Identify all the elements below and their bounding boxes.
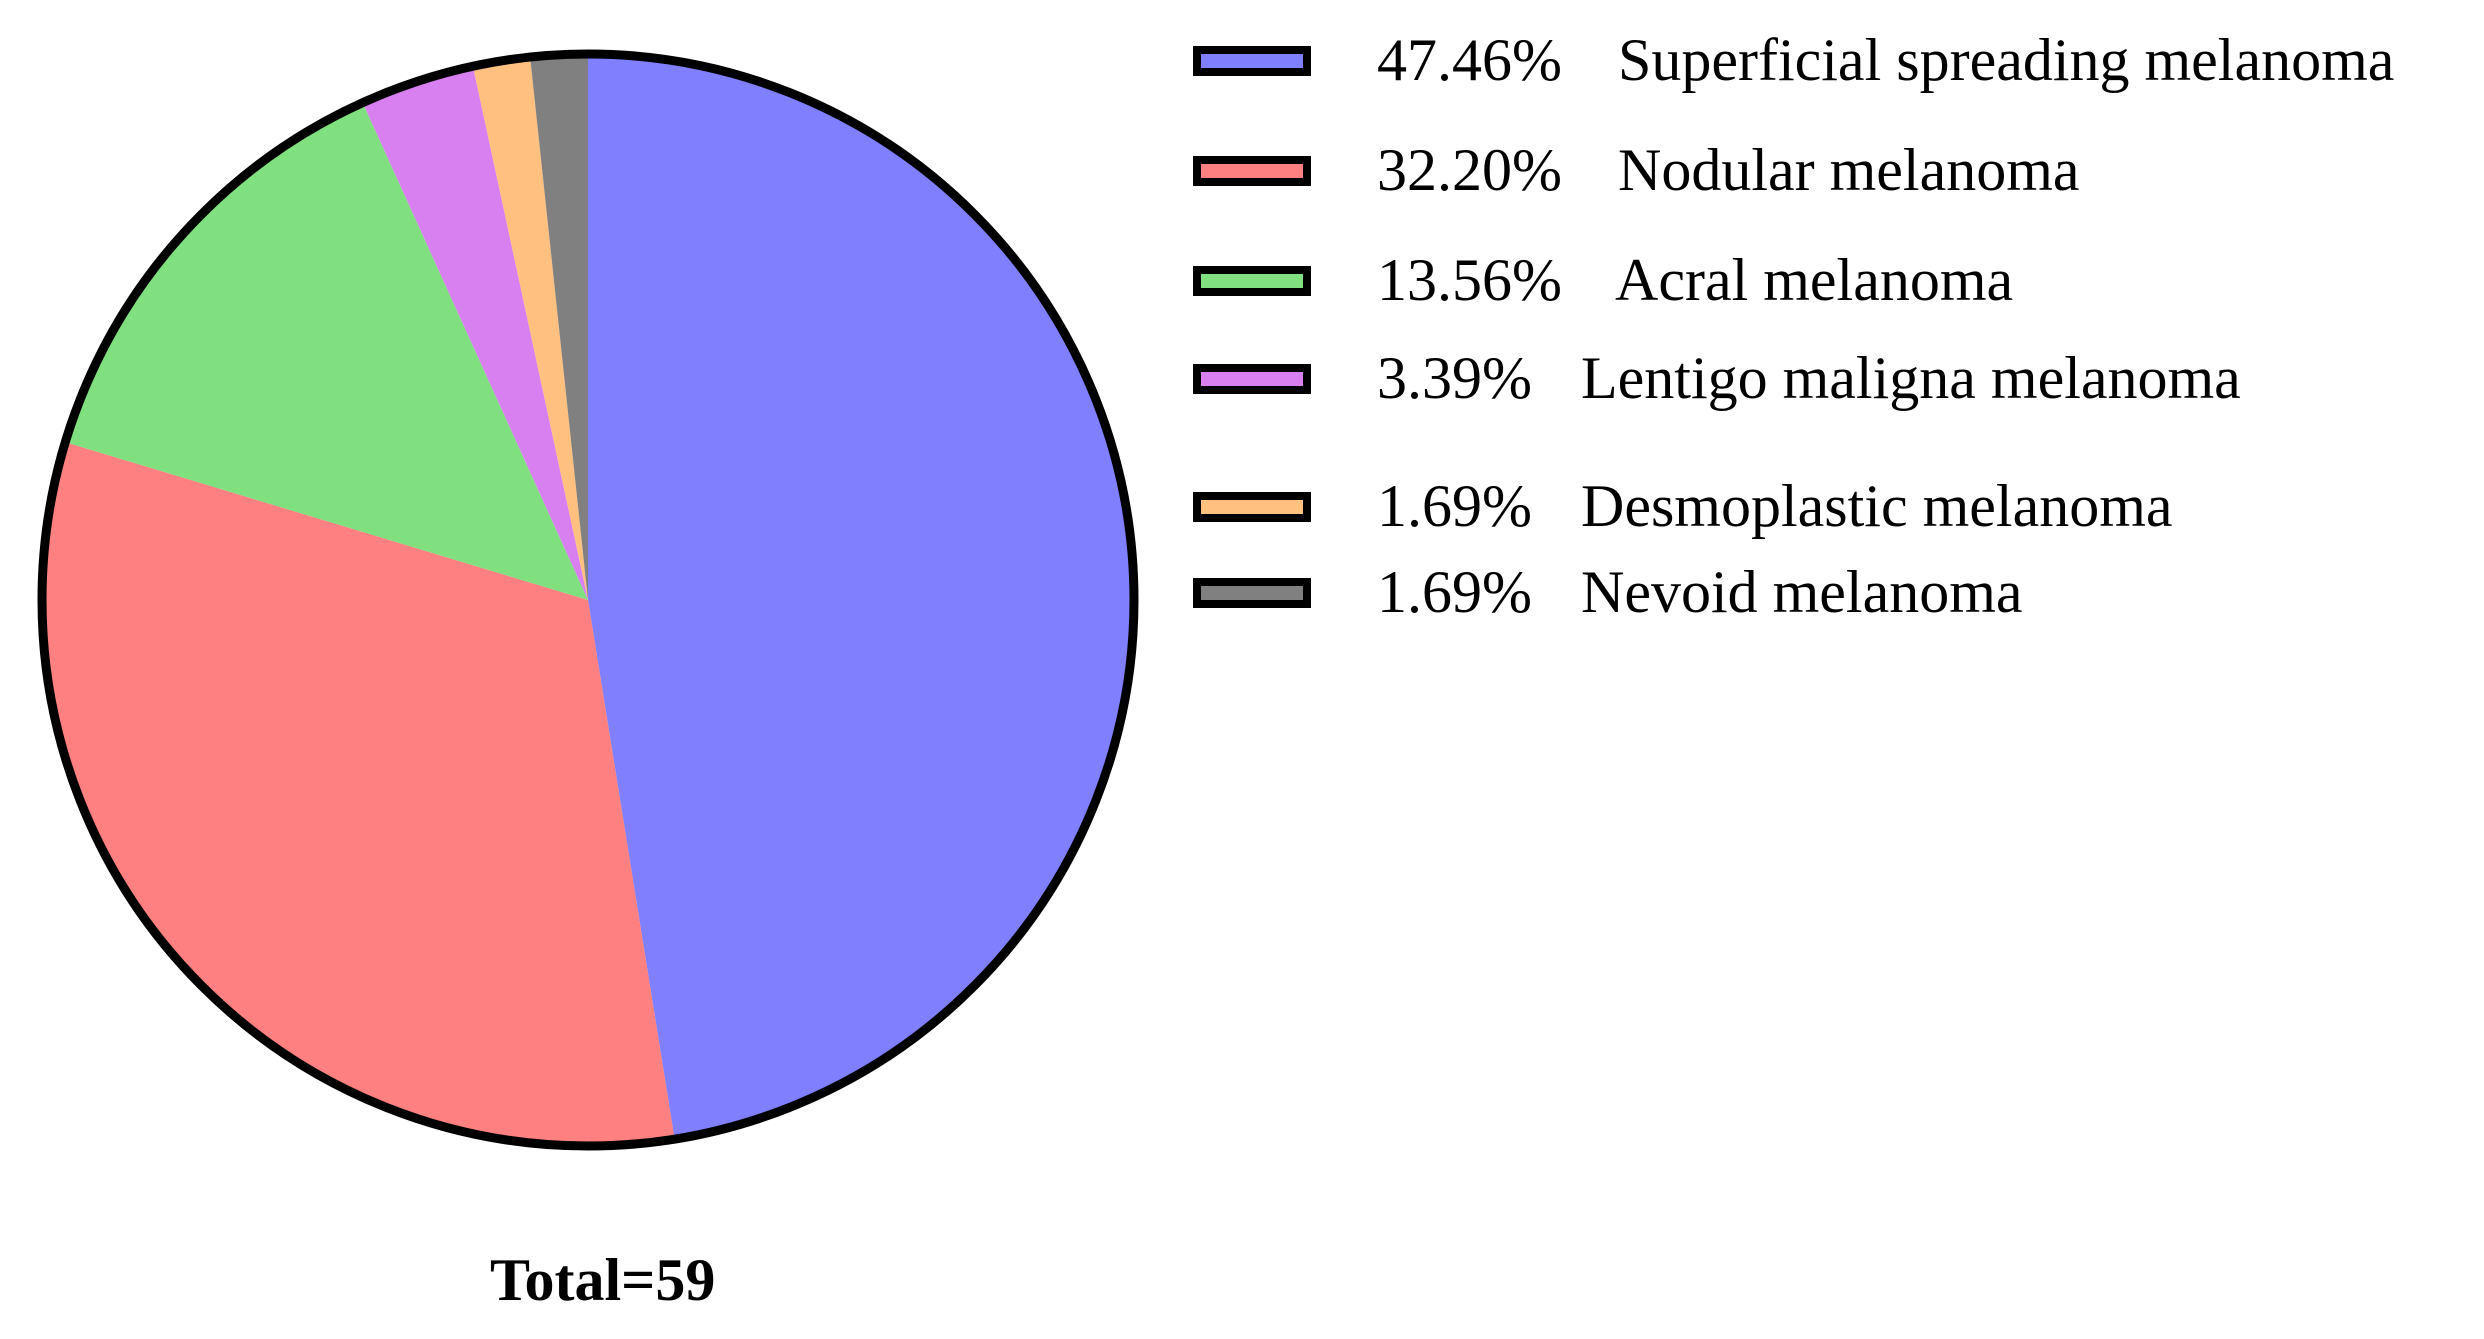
legend-percent: 1.69% — [1377, 473, 1532, 539]
legend-item-lentigo-maligna: 3.39% Lentigo maligna melanoma — [1193, 348, 2483, 408]
pie-slice-nevoid-melanoma — [530, 54, 588, 600]
legend-swatch — [1193, 266, 1311, 296]
legend-label: Acral melanoma — [1615, 247, 2014, 313]
pie-plot-area — [37, 49, 1139, 1151]
legend-percent: 1.69% — [1377, 559, 1532, 625]
pie-slice-desmoplastic-melanoma — [472, 57, 588, 600]
legend-swatch — [1193, 156, 1311, 186]
legend-item-acral: 13.56% Acral melanoma — [1193, 250, 2483, 310]
pie-outline — [37, 49, 1139, 1151]
legend-label: Nodular melanoma — [1618, 137, 2080, 203]
legend-item-superficial-spreading: 47.46% Superficial spreading melanoma — [1193, 30, 2483, 90]
pie-slice-nodular-melanoma — [42, 442, 675, 1146]
legend-swatch — [1193, 578, 1311, 608]
pie-slice-lentigo-maligna-melanoma — [362, 66, 588, 601]
legend-label: Superficial spreading melanoma — [1618, 27, 2395, 93]
legend-label: Desmoplastic melanoma — [1581, 473, 2173, 539]
legend-label: Nevoid melanoma — [1581, 559, 2023, 625]
legend-percent: 47.46% — [1377, 27, 1562, 93]
pie-slice-acral-melanoma — [65, 102, 588, 600]
legend-percent: 3.39% — [1377, 345, 1532, 411]
legend-item-nodular: 32.20% Nodular melanoma — [1193, 140, 2483, 200]
legend-swatch — [1193, 364, 1311, 394]
legend-item-nevoid: 1.69% Nevoid melanoma — [1193, 562, 2483, 622]
legend-swatch — [1193, 492, 1311, 522]
total-label: Total=59 — [490, 1247, 716, 1313]
legend-percent: 13.56% — [1377, 247, 1562, 313]
legend-label: Lentigo maligna melanoma — [1581, 345, 2241, 411]
legend-percent: 32.20% — [1377, 137, 1562, 203]
pie-slice-superficial-spreading-melanoma — [588, 54, 1134, 1140]
legend-swatch — [1193, 46, 1311, 76]
legend-item-desmoplastic: 1.69% Desmoplastic melanoma — [1193, 476, 2483, 536]
